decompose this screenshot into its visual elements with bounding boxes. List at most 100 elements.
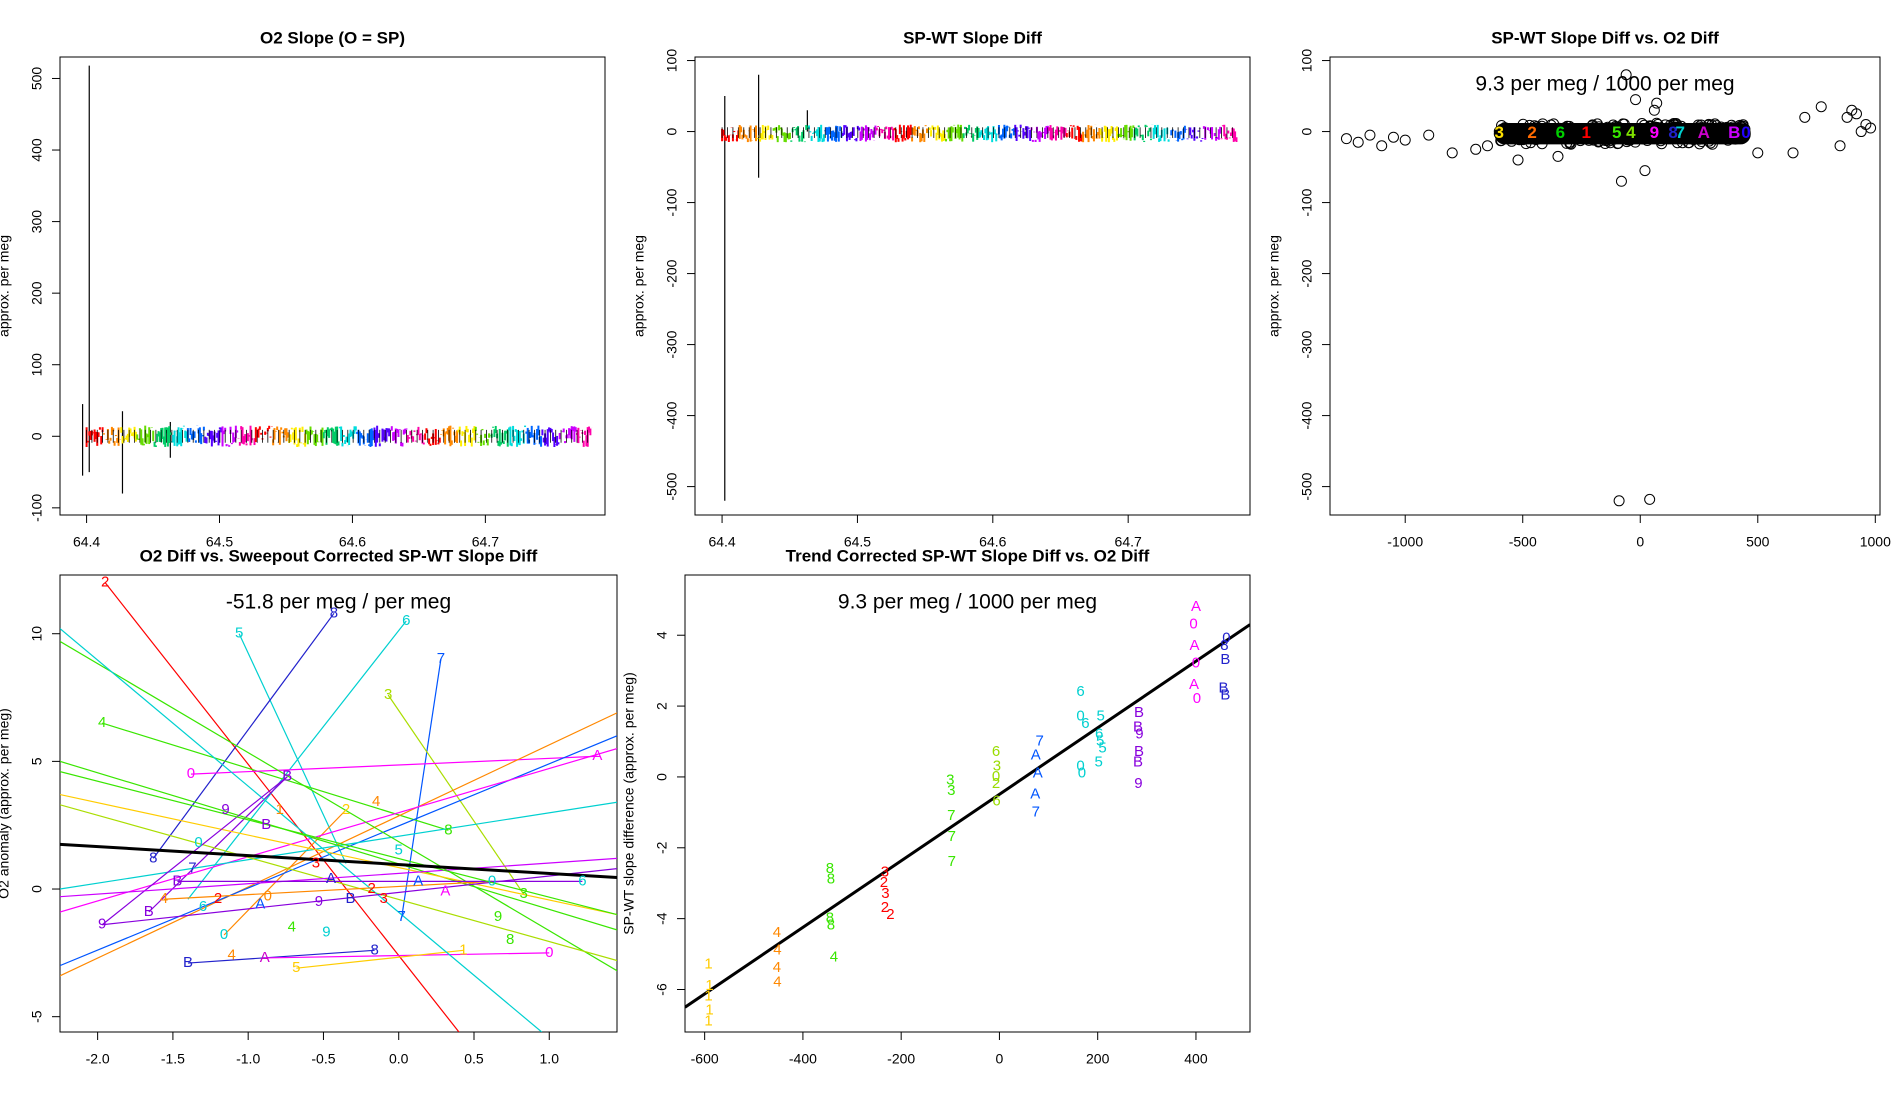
y-tick-label: 4 xyxy=(654,631,670,639)
point-label: 0 xyxy=(187,765,195,782)
y-tick-label: -6 xyxy=(654,983,670,996)
point-label: 1 xyxy=(276,801,284,818)
y-tick-label: 400 xyxy=(29,138,45,162)
point-label: 1 xyxy=(705,977,713,994)
panel-2: SP-WT Slope Diff approx. per meg 64.4 64.5 6… xyxy=(631,28,1251,550)
y-tick-label: 100 xyxy=(29,353,45,377)
point-label: A xyxy=(592,747,602,764)
connector-line xyxy=(60,735,617,967)
x-tick-label: 64.6 xyxy=(979,534,1006,550)
point-label: B xyxy=(183,954,193,971)
y-tick-label: 0 xyxy=(29,432,45,440)
point-label: 0 xyxy=(1076,708,1084,725)
point-label: 4 xyxy=(288,918,296,935)
point-label: 5 xyxy=(1098,740,1106,757)
point-label: 2 xyxy=(881,899,889,916)
scatter-point xyxy=(1470,143,1482,155)
connector-line xyxy=(60,771,617,916)
y-tick-label: -300 xyxy=(664,330,680,358)
point-label: B xyxy=(282,768,292,785)
y-tick-label: 0 xyxy=(29,885,45,893)
point-label: 9 xyxy=(98,916,106,933)
point-label: B xyxy=(172,872,182,889)
point-label: 0 xyxy=(264,888,272,905)
chart-title: O2 Slope (O = SP) xyxy=(260,28,405,47)
fit-line xyxy=(60,842,617,880)
cluster-label: 3 xyxy=(1494,123,1503,142)
scatter-point xyxy=(1423,129,1435,141)
x-tick-label: -400 xyxy=(789,1051,817,1067)
scatter-point xyxy=(1639,165,1651,177)
cluster-label: 0 xyxy=(1741,123,1750,142)
noise-band xyxy=(85,425,593,448)
point-label: 7 xyxy=(188,860,196,877)
point-label: 0 xyxy=(545,944,553,961)
y-axis-label: SP-WT slope difference (approx. per meg) xyxy=(621,672,637,935)
x-tick-label: 64.4 xyxy=(708,534,735,550)
point-label: 7 xyxy=(948,828,956,845)
point-label: 0 xyxy=(992,768,1000,785)
point-label: 7 xyxy=(1036,732,1044,749)
connector-line xyxy=(101,722,449,831)
scatter-point xyxy=(1787,147,1799,159)
point-label: 2 xyxy=(214,890,222,907)
point-label: B xyxy=(1134,704,1144,721)
y-tick-label: -100 xyxy=(664,188,680,216)
connector-line xyxy=(190,755,598,775)
point-label: 8 xyxy=(826,860,834,877)
point-label: 3 xyxy=(312,854,320,871)
x-tick-label: 0 xyxy=(1636,534,1644,550)
connector-line xyxy=(102,868,617,926)
x-tick-label: -1.5 xyxy=(161,1051,185,1067)
slope-annotation: 9.3 per meg / 1000 per meg xyxy=(838,591,1097,614)
scatter-point xyxy=(1834,140,1846,152)
connector-line xyxy=(60,857,617,898)
point-label: 4 xyxy=(773,924,781,941)
point-label: A xyxy=(1189,637,1199,654)
point-label: 8 xyxy=(827,917,835,934)
point-label: A xyxy=(1189,676,1199,693)
scatter-point xyxy=(1340,133,1352,145)
plot-frame xyxy=(694,56,1251,516)
point-label: 8 xyxy=(370,941,378,958)
scatter-point xyxy=(1364,129,1376,141)
y-axis-label: approx. per meg xyxy=(0,235,12,337)
point-label: 8 xyxy=(330,604,338,621)
y-axis-label: O2 anomaly (approx. per meg) xyxy=(0,708,12,899)
panel-3: SP-WT Slope Diff vs. O2 Diff approx. per … xyxy=(1266,28,1891,549)
point-label: 9 xyxy=(1134,775,1142,792)
point-label: 0 xyxy=(1078,764,1086,781)
y-tick-label: 0 xyxy=(664,127,680,135)
point-label: 1 xyxy=(459,941,467,958)
y-tick-label: -200 xyxy=(664,259,680,287)
x-tick-label: -500 xyxy=(1509,534,1537,550)
connector-line xyxy=(401,659,442,918)
point-label: 0 xyxy=(1189,616,1197,633)
scatter-point xyxy=(1850,108,1862,120)
connector-line xyxy=(60,748,617,913)
point-label: 7 xyxy=(398,908,406,925)
x-tick-label: 64.6 xyxy=(339,534,366,550)
connector-line xyxy=(60,760,617,931)
scatter-point xyxy=(1648,104,1660,116)
y-tick-label: -500 xyxy=(1299,472,1315,500)
chart-title: SP-WT Slope Diff xyxy=(903,28,1042,47)
panel-5: Trend Corrected SP-WT Slope Diff vs. O2 … xyxy=(621,546,1251,1067)
y-tick-label: 200 xyxy=(29,281,45,305)
scatter-point xyxy=(1644,493,1656,505)
connector-line xyxy=(387,694,525,895)
chart-title: Trend Corrected SP-WT Slope Diff vs. O2 … xyxy=(786,546,1150,565)
point-label: 0 xyxy=(194,834,202,851)
point-label: 5 xyxy=(235,625,243,642)
y-tick-label: -100 xyxy=(29,494,45,522)
y-axis-label: approx. per meg xyxy=(1266,235,1282,337)
point-label: 5 xyxy=(395,842,403,859)
x-tick-label: 500 xyxy=(1746,534,1770,550)
point-label: 1 xyxy=(705,1002,713,1019)
point-label: 6 xyxy=(1095,725,1103,742)
y-axis-label: approx. per meg xyxy=(631,235,647,337)
x-tick-label: -0.5 xyxy=(311,1051,335,1067)
point-label: 8 xyxy=(826,910,834,927)
point-label: B xyxy=(1133,754,1143,771)
point-label: 6 xyxy=(1076,683,1084,700)
